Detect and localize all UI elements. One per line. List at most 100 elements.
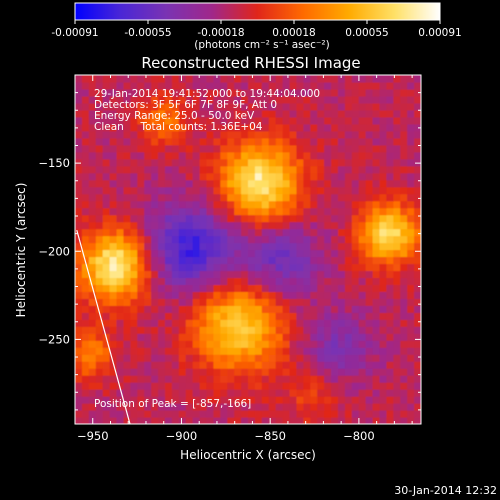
heatmap-cell — [372, 263, 381, 272]
heatmap-cell — [213, 81, 221, 90]
heatmap-cell — [137, 256, 145, 265]
heatmap-cell — [102, 326, 111, 334]
heatmap-cell — [282, 277, 291, 285]
heatmap-cell — [227, 88, 235, 97]
heatmap-cell — [151, 151, 159, 160]
heatmap-cell — [337, 319, 346, 327]
heatmap-cell — [81, 249, 90, 258]
heatmap-cell — [206, 375, 214, 383]
heatmap-cell — [171, 340, 180, 348]
heatmap-cell — [372, 305, 381, 313]
heatmap-cell — [303, 270, 311, 279]
heatmap-cell — [317, 228, 325, 237]
heatmap-cell — [386, 382, 394, 390]
heatmap-cell — [241, 95, 249, 104]
heatmap-cell — [178, 403, 187, 411]
heatmap-cell — [227, 375, 235, 383]
heatmap-cell — [171, 88, 180, 97]
heatmap-cell — [365, 410, 374, 418]
heatmap-cell — [268, 165, 277, 174]
heatmap-cell — [123, 102, 131, 111]
heatmap-cell — [116, 326, 125, 334]
heatmap-cell — [213, 137, 221, 146]
heatmap-cell — [248, 291, 256, 299]
heatmap-cell — [248, 165, 256, 174]
heatmap-cell — [303, 81, 311, 90]
heatmap-cell — [344, 277, 353, 285]
heatmap-cell — [164, 221, 173, 230]
heatmap-cell — [137, 375, 145, 383]
heatmap-cell — [199, 207, 208, 216]
heatmap-cell — [206, 368, 214, 376]
heatmap-cell — [303, 305, 311, 313]
heatmap-cell — [227, 193, 235, 202]
heatmap-cell — [414, 242, 421, 251]
heatmap-cell — [365, 221, 374, 230]
heatmap-cell — [372, 354, 381, 362]
heatmap-cell — [289, 263, 298, 272]
heatmap-cell — [303, 95, 311, 104]
heatmap-cell — [393, 109, 401, 118]
heatmap-cell — [234, 186, 242, 195]
heatmap-cell — [393, 319, 401, 327]
heatmap-cell — [171, 270, 180, 279]
heatmap-cell — [337, 298, 346, 306]
heatmap-cell — [275, 389, 284, 397]
heatmap-cell — [400, 172, 408, 181]
heatmap-cell — [75, 207, 83, 216]
heatmap-cell — [137, 116, 145, 125]
heatmap-cell — [137, 158, 145, 167]
heatmap-cell — [116, 340, 125, 348]
heatmap-cell — [303, 326, 311, 334]
heatmap-cell — [400, 235, 408, 244]
heatmap-cell — [241, 270, 249, 279]
heatmap-cell — [358, 130, 367, 139]
heatmap-cell — [324, 305, 332, 313]
heatmap-cell — [282, 137, 291, 146]
heatmap-cell — [379, 326, 387, 334]
heatmap-cell — [171, 361, 180, 369]
heatmap-cell — [386, 200, 394, 209]
heatmap-cell — [234, 75, 242, 83]
heatmap-cell — [199, 123, 208, 132]
heatmap-cell — [213, 396, 221, 404]
heatmap-cell — [199, 200, 208, 209]
heatmap-cell — [351, 249, 360, 258]
heatmap-cell — [88, 326, 97, 334]
heatmap-cell — [317, 193, 325, 202]
heatmap-cell — [407, 81, 415, 90]
heatmap-cell — [344, 144, 353, 153]
heatmap-cell — [379, 389, 387, 397]
heatmap-cell — [199, 354, 208, 362]
heatmap-cell — [81, 81, 90, 90]
heatmap-cell — [151, 354, 159, 362]
heatmap-cell — [248, 389, 256, 397]
heatmap-cell — [400, 200, 408, 209]
heatmap-cell — [81, 130, 90, 139]
heatmap-cell — [393, 179, 401, 188]
heatmap-cell — [407, 102, 415, 111]
heatmap-cell — [365, 326, 374, 334]
heatmap-cell — [137, 333, 145, 341]
heatmap-cell — [185, 375, 194, 383]
heatmap-cell — [88, 137, 97, 146]
heatmap-cell — [331, 403, 339, 411]
heatmap-cell — [261, 312, 270, 320]
heatmap-cell — [178, 88, 187, 97]
heatmap-cell — [407, 361, 415, 369]
heatmap-cell — [386, 368, 394, 376]
heatmap-cell — [310, 151, 318, 160]
heatmap-cell — [282, 95, 291, 104]
heatmap-cell — [324, 130, 332, 139]
heatmap-cell — [248, 151, 256, 160]
heatmap-cell — [123, 284, 131, 292]
heatmap-cell — [351, 333, 360, 341]
heatmap-cell — [317, 221, 325, 230]
heatmap-cell — [144, 144, 152, 153]
heatmap-cell — [192, 165, 201, 174]
heatmap-cell — [393, 95, 401, 104]
heatmap-cell — [324, 200, 332, 209]
heatmap-cell — [234, 158, 242, 167]
heatmap-cell — [365, 81, 374, 90]
heatmap-cell — [116, 242, 125, 251]
